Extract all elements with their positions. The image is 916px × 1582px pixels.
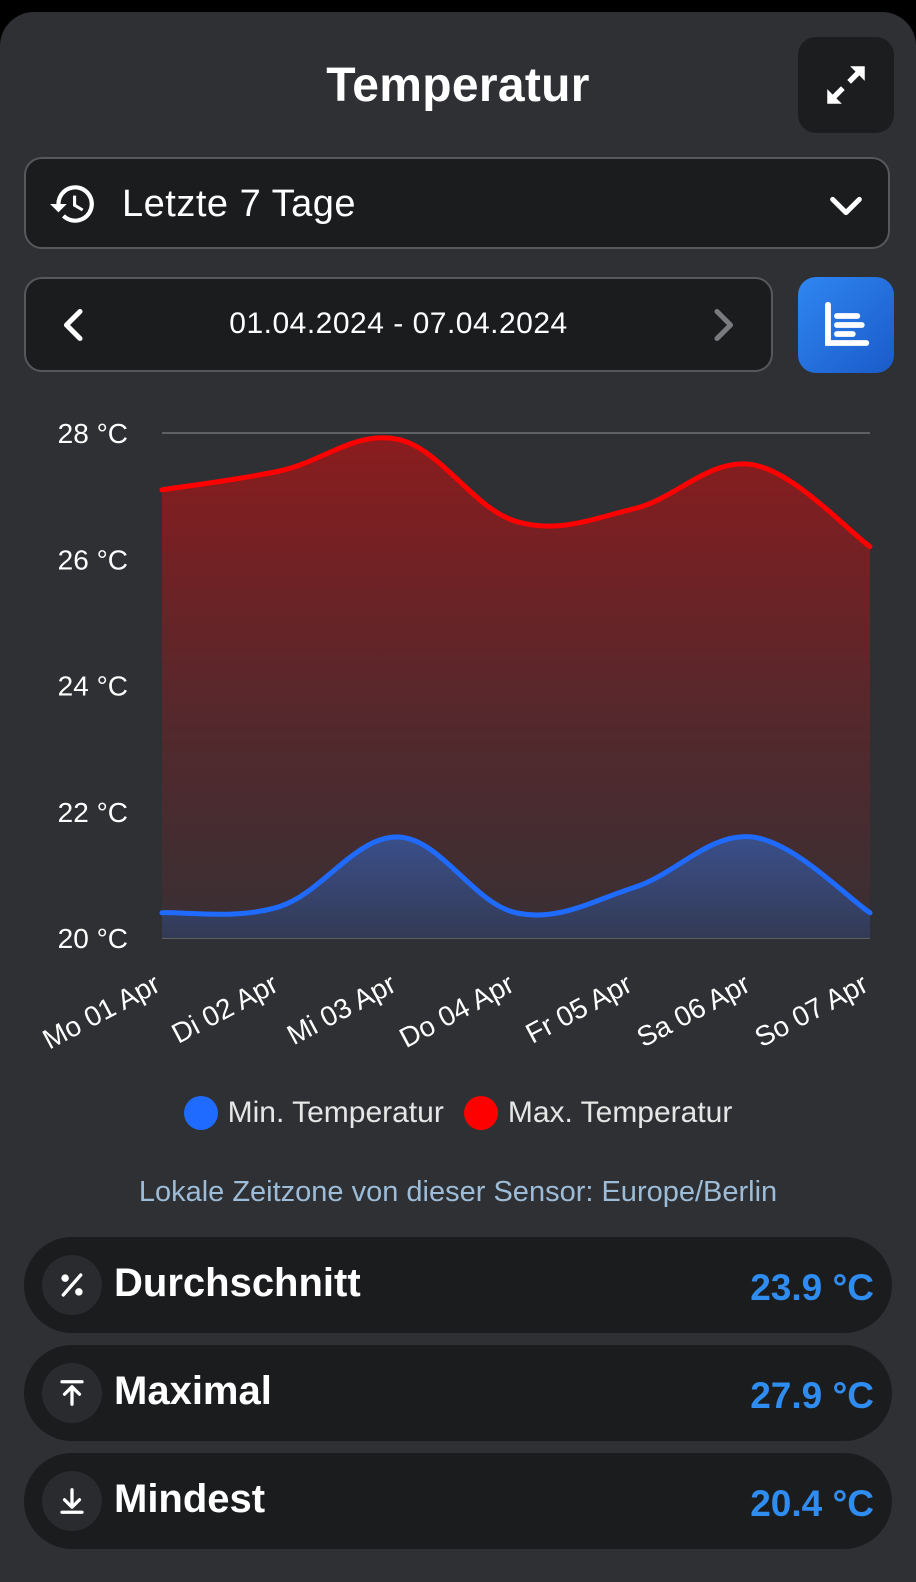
legend-dot-min	[183, 1096, 218, 1130]
legend-label-min: Min. Temperatur	[227, 1096, 444, 1129]
history-icon	[50, 185, 94, 223]
y-tick-label: 22 °C	[58, 797, 128, 828]
stat-average-label: Durchschnitt	[114, 1261, 361, 1305]
y-tick-label: 20 °C	[58, 923, 128, 954]
chevron-right-icon[interactable]	[705, 307, 741, 343]
stat-average-value: 23.9 °C	[750, 1267, 874, 1308]
x-tick-label: Fr 05 Apr	[521, 968, 637, 1049]
y-tick-label: 26 °C	[58, 544, 128, 575]
arrow-up-to-line-icon	[42, 1363, 102, 1423]
expand-arrows-icon	[827, 66, 865, 104]
y-tick-label: 24 °C	[58, 671, 128, 702]
stat-minimum-label: Mindest	[114, 1477, 266, 1521]
legend-item-min[interactable]: Min. Temperatur	[183, 1096, 444, 1130]
area-max-temperature	[162, 437, 870, 938]
x-tick-label: Di 02 Apr	[167, 968, 283, 1049]
chart-legend: Min. Temperatur Max. Temperatur	[0, 1096, 916, 1130]
x-tick-label: Sa 06 Apr	[632, 968, 755, 1053]
timezone-note: Lokale Zeitzone von dieser Sensor: Europ…	[138, 1176, 778, 1208]
y-tick-label: 28 °C	[58, 418, 128, 449]
chevron-left-icon[interactable]	[56, 307, 92, 343]
legend-item-max[interactable]: Max. Temperatur	[463, 1096, 733, 1130]
stat-maximum: Maximal 27.9 °C	[24, 1345, 892, 1441]
chart-view-toggle-button[interactable]	[798, 277, 894, 373]
line-max-temperature	[159, 435, 873, 550]
area-min-temperature	[162, 836, 870, 938]
x-tick-label: Do 04 Apr	[394, 968, 519, 1054]
chevron-down-icon	[830, 196, 862, 216]
stat-maximum-label: Maximal	[114, 1369, 272, 1413]
card-title: Temperatur	[326, 59, 590, 112]
x-tick-label: Mo 01 Apr	[38, 968, 165, 1055]
temperature-chart: 20 °C 22 °C 24 °C 26 °C 28 °C Mo 01 Apr Di 02 …	[38, 418, 873, 1055]
time-range-select[interactable]: Letzte 7 Tage	[24, 157, 890, 249]
date-range-label: 01.04.2024 - 07.04.2024	[229, 307, 568, 340]
x-tick-label: So 07 Apr	[750, 968, 873, 1053]
stat-average: Durchschnitt 23.9 °C	[24, 1237, 892, 1333]
line-min-temperature	[159, 834, 873, 918]
x-tick-label: Mi 03 Apr	[282, 968, 401, 1051]
time-range-label: Letzte 7 Tage	[122, 183, 356, 225]
legend-dot-max	[463, 1096, 498, 1130]
chart-list-icon	[825, 301, 870, 346]
legend-label-max: Max. Temperatur	[507, 1096, 733, 1129]
percent-icon	[42, 1255, 102, 1315]
arrow-down-to-line-icon	[42, 1471, 102, 1531]
stat-minimum-value: 20.4 °C	[750, 1483, 874, 1524]
stat-minimum: Mindest 20.4 °C	[24, 1453, 892, 1549]
expand-button[interactable]	[798, 37, 894, 133]
date-range-navigator: 01.04.2024 - 07.04.2024	[24, 277, 773, 372]
stat-maximum-value: 27.9 °C	[750, 1375, 874, 1416]
